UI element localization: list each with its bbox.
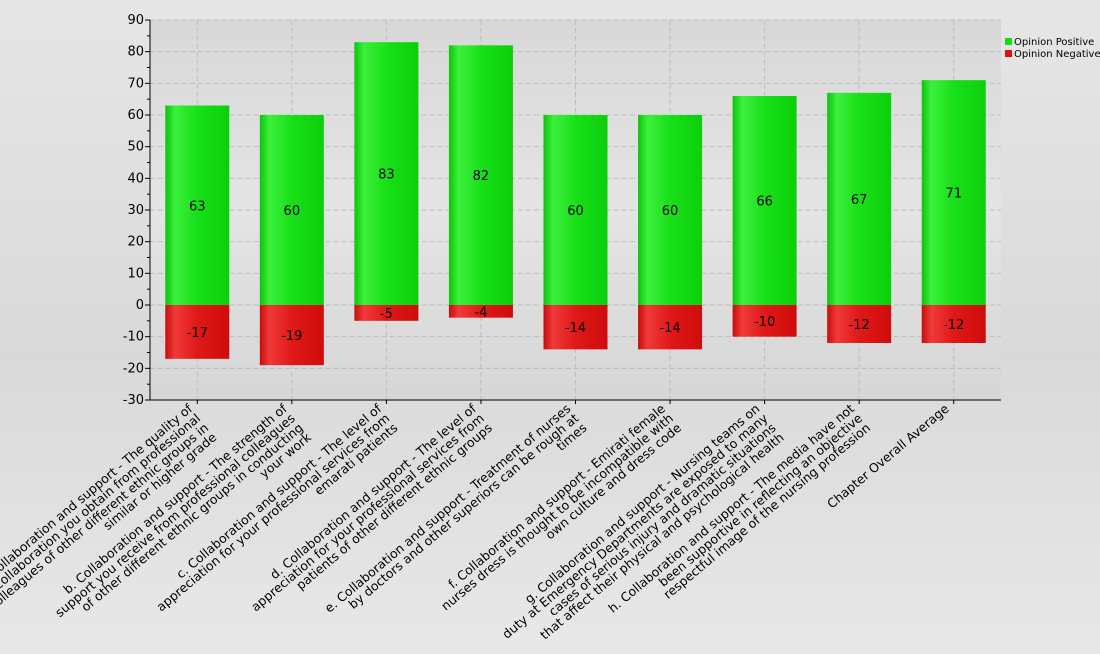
data-label-negative: -14	[659, 321, 680, 336]
bar-positive	[259, 115, 324, 305]
bar-positive	[921, 80, 986, 306]
data-label-positive: 82	[473, 169, 490, 184]
y-tick-label: 20	[127, 235, 144, 250]
y-tick-label: 60	[127, 108, 144, 123]
legend-label: Opinion Positive	[1014, 37, 1094, 48]
data-label-positive: 60	[284, 204, 301, 219]
bar-negative	[354, 305, 419, 321]
bar-positive	[638, 115, 703, 305]
legend-swatch	[1005, 38, 1012, 45]
data-label-positive: 66	[756, 195, 773, 210]
bars: 63 -17 60 -19 83 -5 82 -4 60 -14 60 -14 66 -10 67 -12 71…	[165, 42, 986, 366]
y-tick-label: 0	[136, 298, 144, 313]
bar-negative	[543, 305, 608, 350]
data-label-negative: -10	[754, 315, 775, 330]
data-label-positive: 67	[851, 193, 868, 208]
bar-negative	[732, 305, 797, 337]
bar-positive	[165, 105, 230, 305]
data-label-negative: -12	[849, 318, 870, 333]
y-tick-label: 70	[127, 76, 144, 91]
y-tick-label: 30	[127, 203, 144, 218]
legend-swatch	[1005, 50, 1012, 57]
bar-negative	[921, 305, 986, 343]
bar-positive	[448, 45, 513, 305]
bar-negative	[259, 305, 324, 366]
y-tick-label: -20	[123, 361, 144, 376]
bar-positive	[354, 42, 419, 306]
data-label-negative: -12	[943, 318, 964, 333]
data-label-negative: -17	[187, 326, 208, 341]
y-tick-label: 80	[127, 45, 144, 60]
data-label-positive: 63	[189, 199, 206, 214]
bar-negative	[827, 305, 892, 343]
y-tick-label: 40	[127, 171, 144, 186]
legend-label: Opinion Negative	[1014, 49, 1100, 60]
x-tick-labels: Collaboration and support - The quality …	[0, 400, 952, 643]
data-label-negative: -4	[474, 305, 487, 320]
y-tick-label: -10	[123, 330, 144, 345]
y-tick-label: 50	[127, 140, 144, 155]
bar-positive	[543, 115, 608, 305]
y-tick-label: 10	[127, 266, 144, 281]
data-label-negative: -5	[380, 307, 393, 322]
bar-positive	[827, 92, 892, 305]
bar-negative	[165, 305, 230, 359]
y-tick-label: -30	[123, 393, 144, 408]
data-label-positive: 71	[945, 187, 962, 202]
data-label-positive: 60	[567, 204, 584, 219]
data-label-negative: -14	[565, 321, 586, 336]
data-label-positive: 83	[378, 168, 395, 183]
bar-negative	[638, 305, 703, 350]
bar-negative	[448, 305, 513, 318]
y-tick-label: 90	[127, 13, 144, 28]
data-label-negative: -19	[281, 329, 302, 344]
bar-positive	[732, 96, 797, 305]
x-tick-label-line: that affect their physical and psycholog…	[537, 430, 787, 643]
axes: -30 -20 -10 0 10 20 30 40 50 60 70 80 90	[123, 13, 1001, 408]
data-label-positive: 60	[662, 204, 679, 219]
